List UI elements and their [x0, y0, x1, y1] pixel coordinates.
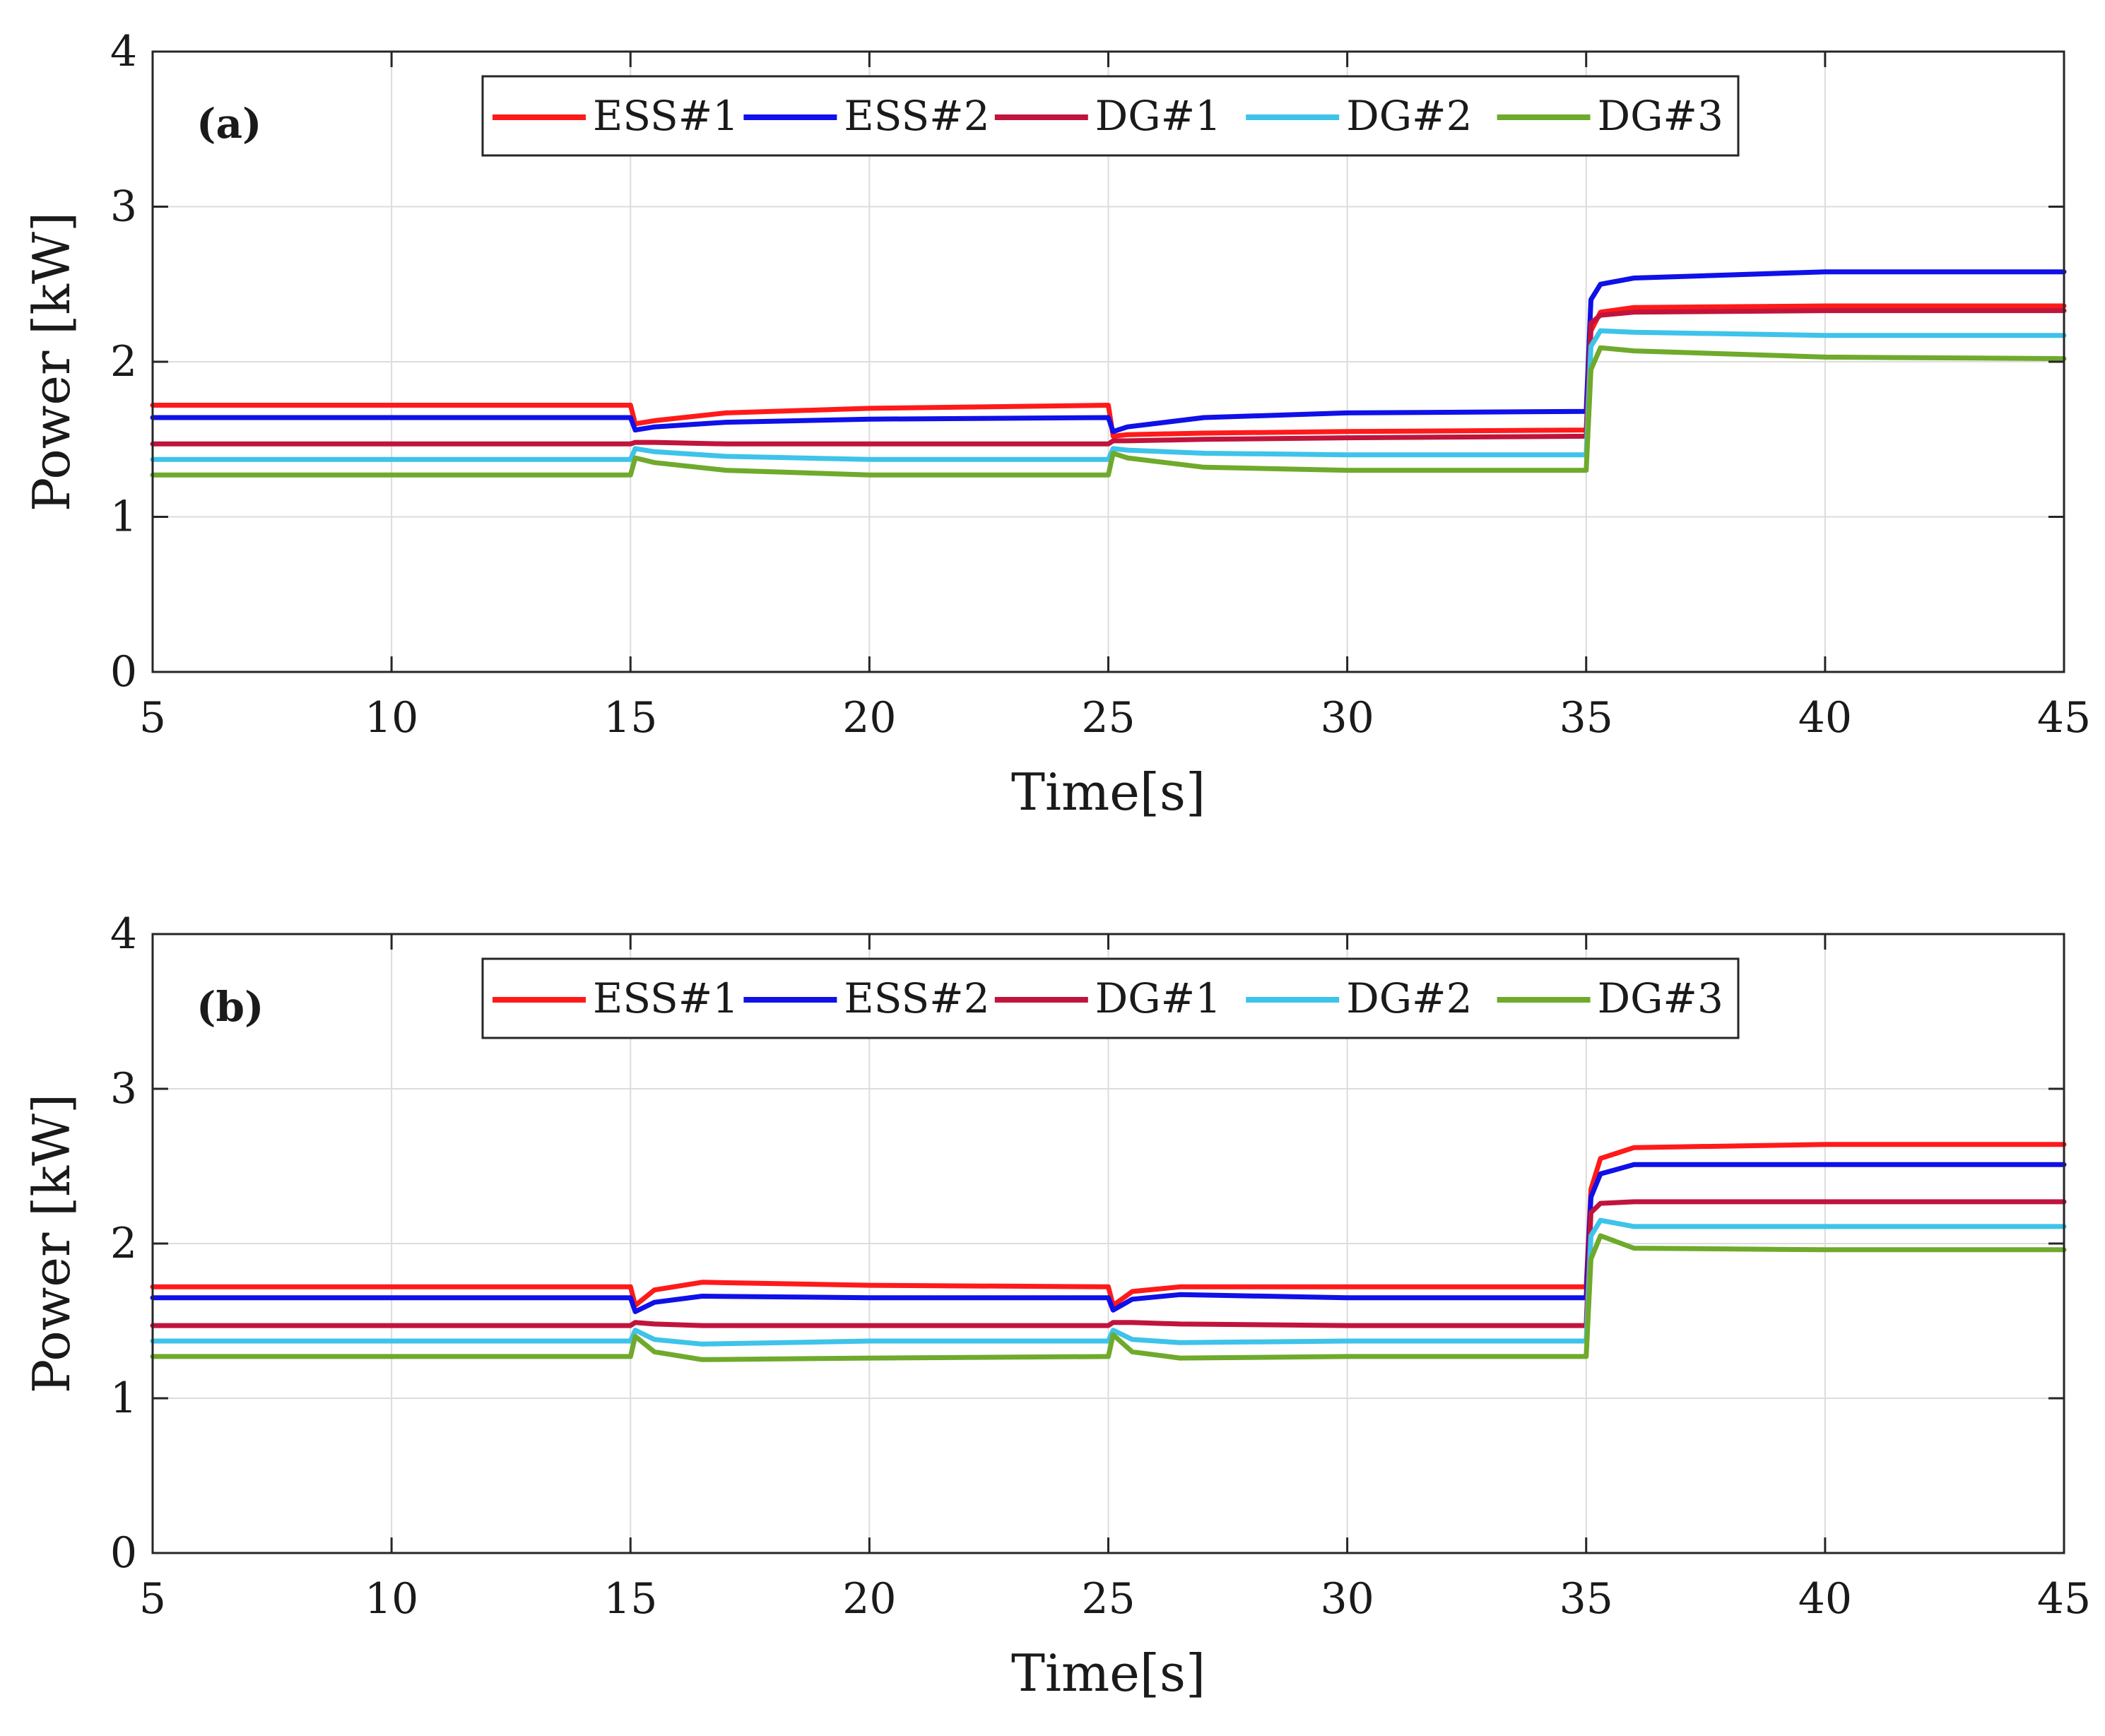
- x-tick-label: 30: [1320, 1574, 1374, 1624]
- y-tick-label: 1: [110, 1374, 137, 1423]
- x-tick-label: 5: [139, 1574, 166, 1624]
- x-tick-label: 45: [2037, 693, 2091, 743]
- legend-label: ESS#2: [844, 974, 989, 1022]
- x-tick-label: 10: [365, 693, 418, 743]
- series-line-ess1: [150, 303, 2067, 439]
- y-tick-label: 0: [110, 1528, 137, 1578]
- x-tick-label: 10: [365, 1574, 418, 1624]
- series-line-dg1: [150, 308, 2067, 447]
- x-tick-label: 5: [139, 693, 166, 743]
- series-line-ess2: [150, 269, 2067, 435]
- legend-label: ESS#2: [844, 92, 989, 140]
- legend-label: DG#3: [1598, 974, 1723, 1022]
- y-tick-label: 2: [110, 1219, 137, 1268]
- x-tick-label: 15: [603, 1574, 657, 1624]
- series-line-ess2: [150, 1162, 2067, 1314]
- x-tick-label: 30: [1320, 693, 1374, 743]
- x-tick-label: 25: [1081, 1574, 1135, 1624]
- legend: ESS#1 ESS#2 DG#1 DG#2 DG#3: [481, 957, 1740, 1039]
- x-axis-label: Time[s]: [1011, 762, 1205, 822]
- legend-box: [481, 75, 1740, 157]
- x-tick-label: 25: [1081, 693, 1135, 743]
- y-tick-label: 0: [110, 647, 137, 697]
- x-tick-label: 45: [2037, 1574, 2091, 1624]
- legend-label: DG#2: [1346, 974, 1472, 1022]
- x-tick-label: 40: [1798, 1574, 1852, 1624]
- x-tick-label: 15: [603, 693, 657, 743]
- y-axis-label: Power [kW]: [22, 1094, 81, 1393]
- legend-label: DG#1: [1095, 974, 1221, 1022]
- x-axis-label: Time[s]: [1011, 1643, 1205, 1703]
- legend-label: DG#2: [1346, 92, 1472, 140]
- y-tick-label: 4: [110, 909, 137, 959]
- y-tick-label: 2: [110, 337, 137, 386]
- y-axis-label: Power [kW]: [22, 212, 81, 512]
- panel-label: (b): [196, 983, 264, 1031]
- x-tick-label: 35: [1559, 1574, 1613, 1624]
- panel-b: 5 10 15 20 25 30 35 40 45 0 1 2 3 4 Time[s] Power [kW] (…: [22, 909, 2091, 1703]
- y-tick-label: 3: [110, 1064, 137, 1114]
- x-tick-label: 20: [842, 693, 896, 743]
- series-line-ess1: [150, 1142, 2067, 1309]
- y-tick-label: 3: [110, 182, 137, 232]
- series-line-dg2: [150, 1217, 2067, 1347]
- legend-label: ESS#1: [593, 92, 738, 140]
- series-line-dg3: [150, 1233, 2067, 1362]
- panel-label: (a): [196, 100, 261, 148]
- x-tick-label: 35: [1559, 693, 1613, 743]
- legend-label: DG#3: [1598, 92, 1723, 140]
- x-tick-label: 40: [1798, 693, 1852, 743]
- legend: ESS#1 ESS#2 DG#1 DG#2 DG#3: [481, 75, 1740, 157]
- legend-label: ESS#1: [593, 974, 738, 1022]
- legend-label: DG#1: [1095, 92, 1221, 140]
- x-tick-label: 20: [842, 1574, 896, 1624]
- y-tick-label: 1: [110, 492, 137, 542]
- series-line-dg1: [150, 1199, 2067, 1328]
- y-tick-label: 4: [110, 27, 137, 76]
- panel-a: 5 10 15 20 25 30 35 40 45 0 1 2 3 4 Time[s] Power [kW] (…: [22, 27, 2091, 822]
- series-line-dg3: [150, 345, 2067, 478]
- series-line-dg2: [150, 328, 2067, 462]
